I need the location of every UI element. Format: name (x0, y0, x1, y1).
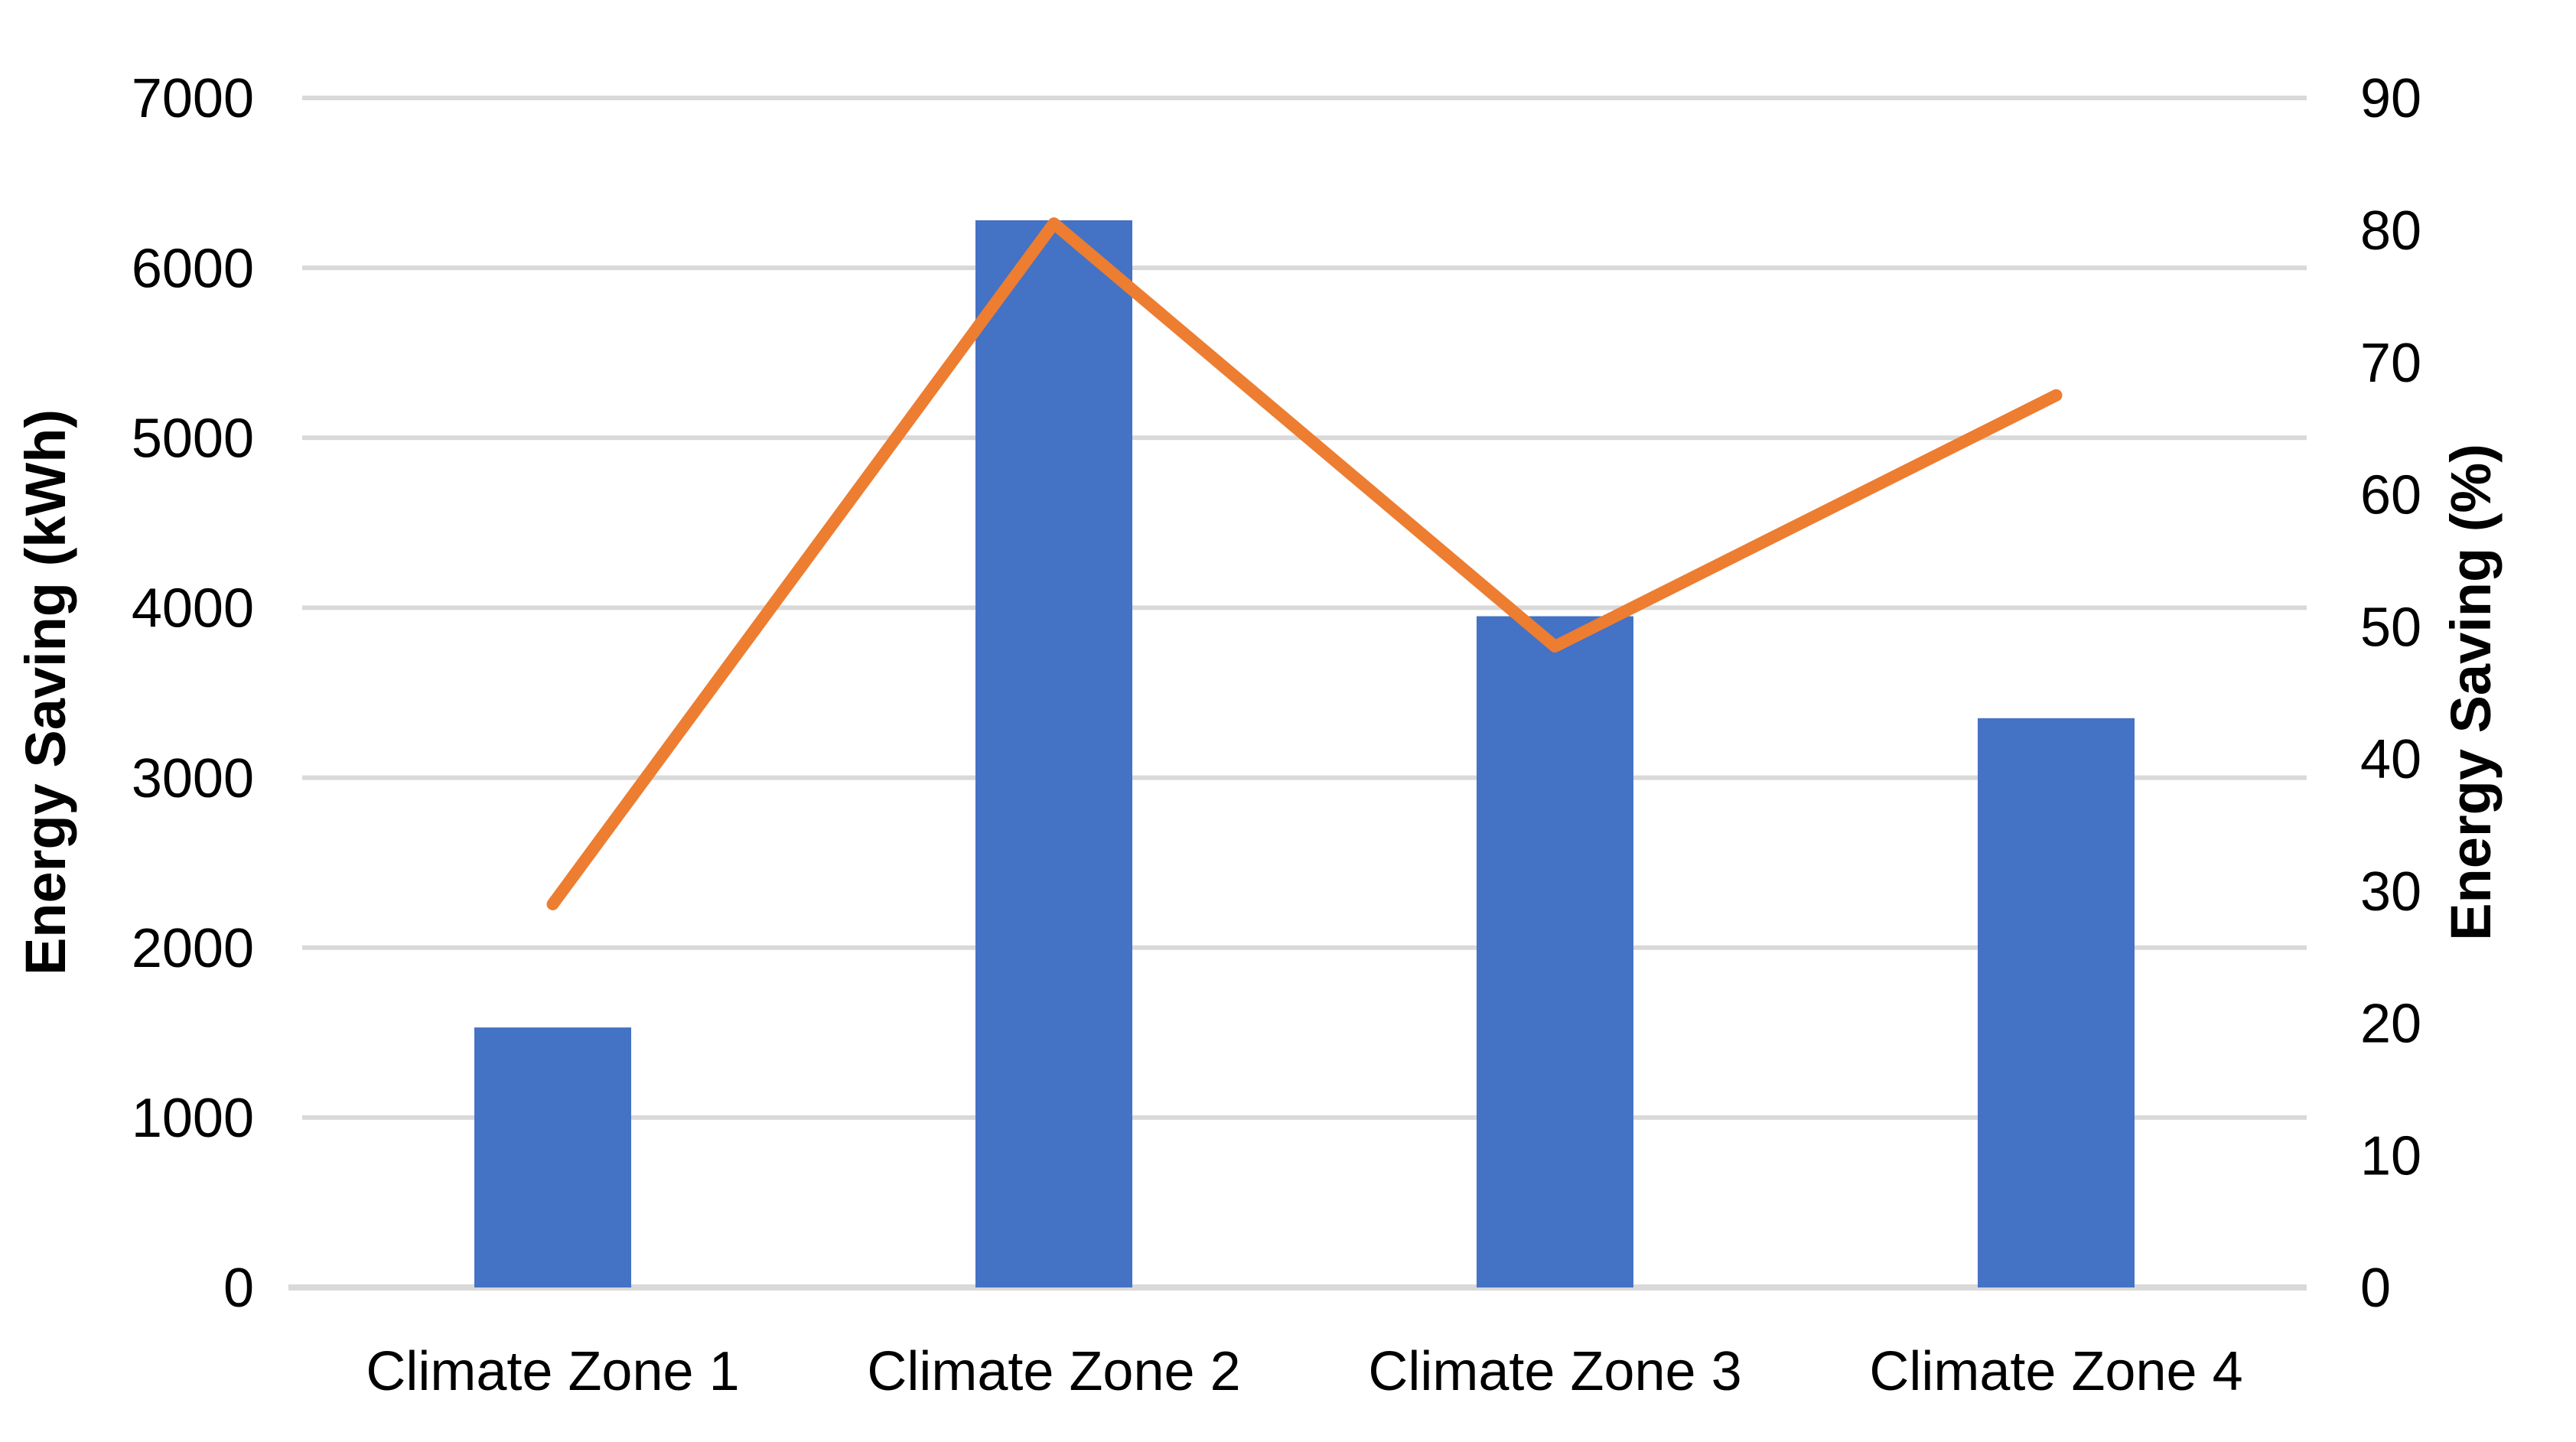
right-axis-tick-label: 20 (2360, 994, 2421, 1055)
left-axis-tick-label: 0 (223, 1258, 254, 1319)
right-axis-tick-label: 70 (2360, 333, 2421, 394)
left-axis-tick-labels: 0 1000 2000 3000 4000 5000 6000 7000 (132, 68, 254, 1319)
left-axis-tick-label: 2000 (132, 918, 254, 979)
right-axis-tick-label: 30 (2360, 861, 2421, 923)
right-axis-tick-label: 0 (2360, 1258, 2391, 1319)
category-label-2: Climate Zone 2 (867, 1341, 1240, 1402)
left-axis-tick-label: 7000 (132, 68, 254, 129)
percent-line-series (546, 217, 2063, 910)
line-series-group (546, 217, 2063, 910)
left-axis-tick-label: 5000 (132, 408, 254, 469)
left-axis-tick-label: 1000 (132, 1088, 254, 1149)
bar-climate-zone-2 (975, 220, 1132, 1287)
right-axis-tick-label: 80 (2360, 200, 2421, 262)
bar-climate-zone-1 (474, 1027, 631, 1287)
right-axis-tick-label: 40 (2360, 729, 2421, 790)
category-axis-labels: Climate Zone 1 Climate Zone 2 Climate Zone… (366, 1341, 2242, 1402)
bar-climate-zone-4 (1978, 718, 2135, 1287)
left-axis-title: Energy Saving (kWh) (14, 409, 77, 975)
right-axis-title: Energy Saving (%) (2439, 444, 2503, 941)
left-axis-tick-label: 3000 (132, 748, 254, 809)
right-axis-tick-label: 60 (2360, 465, 2421, 526)
right-axis-tick-label: 90 (2360, 68, 2421, 129)
category-label-1: Climate Zone 1 (366, 1341, 739, 1402)
right-axis-tick-label: 10 (2360, 1125, 2421, 1186)
right-axis-tick-labels: 0 10 20 30 40 50 60 70 80 90 (2360, 68, 2421, 1319)
left-axis-tick-label: 6000 (132, 238, 254, 299)
category-label-4: Climate Zone 4 (1869, 1341, 2242, 1402)
right-axis-tick-label: 50 (2360, 597, 2421, 658)
bar-climate-zone-3 (1477, 616, 1633, 1287)
left-axis-tick-label: 4000 (132, 578, 254, 640)
category-label-3: Climate Zone 3 (1368, 1341, 1741, 1402)
bars-group (474, 220, 2135, 1287)
